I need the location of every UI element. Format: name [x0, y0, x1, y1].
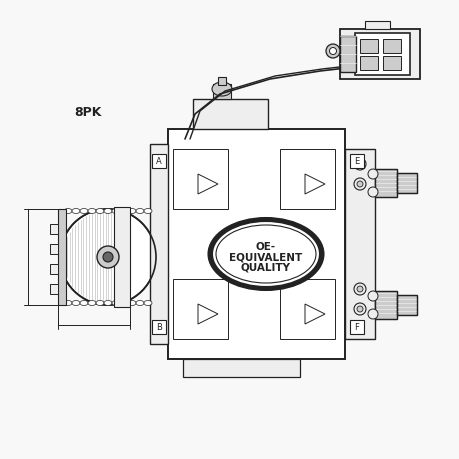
- Ellipse shape: [88, 301, 96, 306]
- Bar: [183, 359, 299, 377]
- Ellipse shape: [112, 301, 120, 306]
- Ellipse shape: [356, 306, 362, 312]
- Ellipse shape: [72, 301, 80, 306]
- Bar: [339, 30, 419, 80]
- Text: B: B: [156, 323, 162, 332]
- Ellipse shape: [64, 209, 72, 214]
- Bar: [359, 57, 377, 71]
- Bar: [50, 245, 58, 254]
- Bar: [150, 145, 168, 344]
- Ellipse shape: [88, 209, 96, 214]
- Text: F: F: [354, 323, 358, 332]
- Ellipse shape: [329, 48, 336, 56]
- Ellipse shape: [353, 303, 365, 315]
- Ellipse shape: [367, 188, 377, 197]
- Bar: [151, 320, 166, 334]
- Ellipse shape: [80, 209, 88, 214]
- Ellipse shape: [144, 209, 151, 214]
- Bar: [364, 22, 389, 30]
- Bar: [374, 170, 396, 197]
- Bar: [50, 285, 58, 294]
- Bar: [173, 280, 228, 339]
- Ellipse shape: [103, 252, 113, 263]
- Ellipse shape: [325, 45, 339, 59]
- Bar: [374, 291, 396, 319]
- Ellipse shape: [128, 301, 136, 306]
- Ellipse shape: [356, 182, 362, 188]
- Bar: [374, 170, 396, 197]
- Bar: [168, 130, 344, 359]
- Bar: [374, 291, 396, 319]
- Ellipse shape: [96, 209, 104, 214]
- Ellipse shape: [80, 301, 88, 306]
- Bar: [396, 174, 416, 194]
- Ellipse shape: [104, 209, 112, 214]
- Bar: [396, 295, 416, 315]
- Text: EQUIVALENT: EQUIVALENT: [229, 252, 302, 262]
- Ellipse shape: [356, 162, 362, 168]
- Ellipse shape: [112, 209, 120, 214]
- Ellipse shape: [97, 246, 119, 269]
- Ellipse shape: [136, 209, 144, 214]
- Bar: [50, 264, 58, 274]
- Bar: [382, 40, 400, 54]
- Bar: [280, 280, 334, 339]
- Ellipse shape: [212, 222, 319, 287]
- Bar: [151, 155, 166, 168]
- Bar: [114, 207, 130, 308]
- Ellipse shape: [208, 218, 323, 291]
- Bar: [382, 57, 400, 71]
- Ellipse shape: [96, 301, 104, 306]
- Bar: [193, 100, 268, 130]
- Ellipse shape: [104, 301, 112, 306]
- Bar: [396, 174, 416, 194]
- Bar: [280, 150, 334, 210]
- Bar: [218, 78, 225, 86]
- Ellipse shape: [367, 170, 377, 179]
- Bar: [58, 210, 66, 305]
- Bar: [359, 40, 377, 54]
- Ellipse shape: [60, 210, 156, 305]
- Ellipse shape: [64, 301, 72, 306]
- Ellipse shape: [144, 301, 151, 306]
- Ellipse shape: [120, 301, 128, 306]
- Ellipse shape: [128, 209, 136, 214]
- Bar: [213, 85, 230, 100]
- Ellipse shape: [353, 159, 365, 171]
- Ellipse shape: [353, 283, 365, 295]
- Ellipse shape: [212, 83, 231, 97]
- Ellipse shape: [367, 309, 377, 319]
- Text: E: E: [353, 157, 359, 166]
- Ellipse shape: [353, 179, 365, 190]
- Bar: [344, 150, 374, 339]
- Text: 8PK: 8PK: [74, 106, 101, 119]
- Text: OE-: OE-: [255, 241, 275, 252]
- Bar: [396, 295, 416, 315]
- Bar: [354, 34, 409, 76]
- Ellipse shape: [367, 291, 377, 302]
- Text: A: A: [156, 157, 162, 166]
- Bar: [339, 37, 355, 73]
- Ellipse shape: [72, 209, 80, 214]
- Bar: [173, 150, 228, 210]
- Ellipse shape: [136, 301, 144, 306]
- Bar: [349, 155, 363, 168]
- Text: QUALITY: QUALITY: [241, 262, 291, 271]
- Bar: [50, 224, 58, 235]
- Bar: [349, 320, 363, 334]
- Ellipse shape: [120, 209, 128, 214]
- Ellipse shape: [356, 286, 362, 292]
